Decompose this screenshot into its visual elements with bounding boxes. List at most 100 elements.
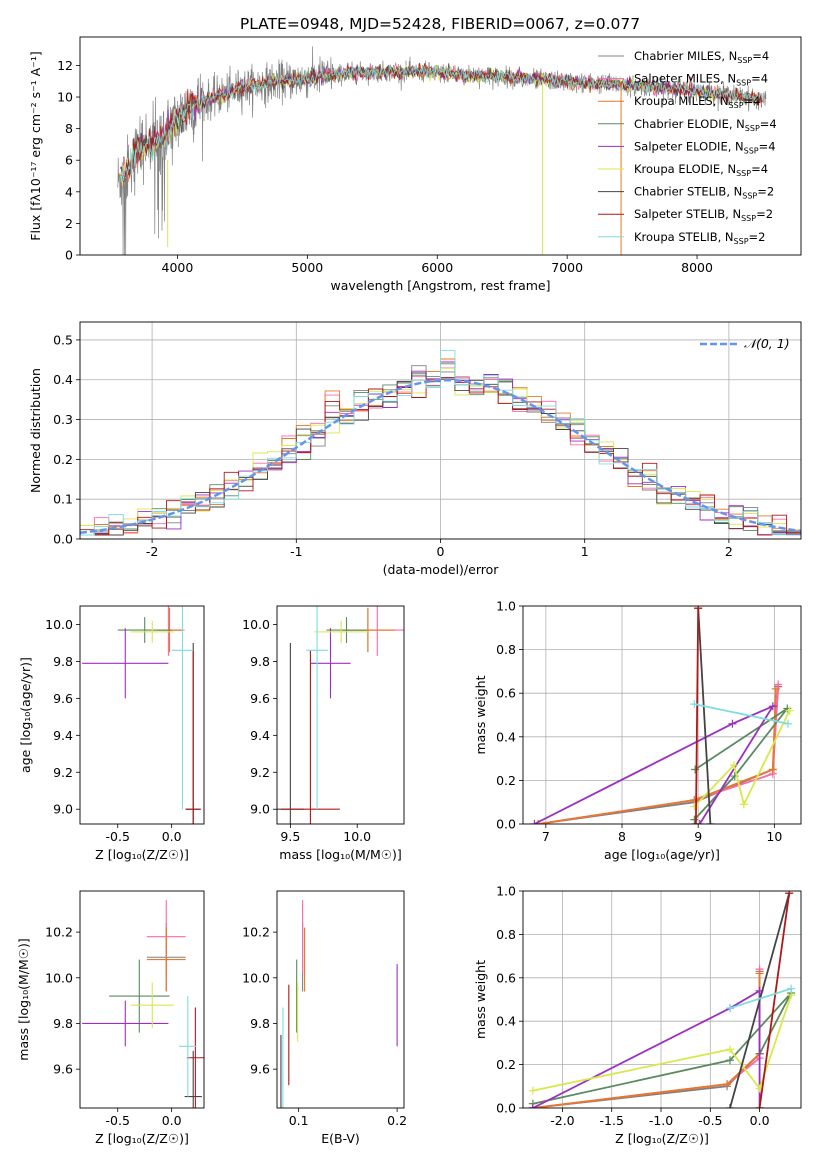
y-tick-label: 0.4	[53, 372, 73, 387]
y-tick-label: 0.5	[53, 332, 73, 347]
weight-marker	[694, 606, 703, 613]
y-tick-label: 9.8	[250, 1016, 270, 1031]
weight-marker	[755, 969, 764, 978]
weight-series-line	[532, 994, 792, 1092]
weight-series-line	[538, 688, 777, 824]
y-tick-label: 10	[57, 90, 73, 105]
weight-series-line	[729, 892, 791, 1108]
axes-age_weight: 7 8 9 10 0.0 0.2 0.4 0.6 0.8 1.0 age [log₁₀(age/yr…	[473, 599, 802, 862]
y-tick-label: 0	[65, 248, 73, 263]
x-tick-label: 9	[694, 829, 702, 844]
y-tick-label: 0.0	[53, 532, 73, 547]
axes-ebv_mass: 0.1 0.2 9.6 9.8 10.0 10.2 E(B-V)	[242, 890, 407, 1146]
weight-marker	[530, 820, 539, 824]
weight-marker	[787, 984, 796, 993]
x-tick-label: 7000	[551, 260, 583, 275]
y-tick-label: 0.4	[496, 1014, 516, 1029]
axes-frame	[79, 36, 802, 256]
x-tick-label: -2	[146, 544, 158, 559]
axes-mass_age: 9.5 10.0 9.0 9.2 9.4 9.6 9.8 10.0 mass [log₁₀(M/…	[242, 605, 405, 862]
axes-frame	[276, 890, 405, 1109]
y-tick-label: 9.6	[53, 691, 73, 706]
weight-series-line	[532, 971, 761, 1108]
plot-area	[80, 322, 801, 539]
y-tick-label: 9.0	[250, 802, 270, 817]
y-tick-label: 9.8	[250, 654, 270, 669]
x-tick-label: 7	[542, 829, 550, 844]
y-tick-label: 8	[65, 121, 73, 136]
weight-marker	[691, 820, 700, 824]
weight-marker	[528, 1086, 537, 1095]
plot-area	[523, 606, 801, 824]
y-tick-label: 9.4	[250, 728, 270, 743]
x-tick-label: 0.0	[162, 829, 182, 844]
y-tick-label: 9.8	[53, 1016, 73, 1031]
y-axis-label: Normed distribution	[28, 368, 43, 493]
axes-residual_hist: -2 -1 0 1 2 0.0 0.1 0.2 0.3 0.4 0.5 (data-model)/er…	[28, 321, 802, 577]
y-tick-label: 10.0	[45, 617, 73, 632]
x-axis-label: mass [log₁₀(M/M☉)]	[279, 847, 401, 862]
legend-entry-label: Salpeter ELODIE, NSSP=4	[634, 139, 776, 155]
legend-entry-label: Kroupa MILES, NSSP=4	[634, 94, 760, 110]
x-tick-label: -1	[290, 544, 302, 559]
y-tick-label: 6	[65, 153, 73, 168]
weight-marker	[771, 684, 780, 693]
spectrum-model-line	[119, 65, 762, 183]
y-tick-label: 0.6	[496, 970, 516, 985]
weight-marker	[706, 820, 715, 824]
y-tick-label: 12	[57, 58, 73, 73]
axes-frame	[522, 890, 802, 1109]
x-axis-label: wavelength [Angstrom, rest frame]	[330, 278, 550, 293]
x-axis-label: (data-model)/error	[383, 562, 500, 577]
legend-entry-label: Kroupa STELIB, NSSP=2	[634, 230, 765, 246]
weight-series-line	[695, 608, 700, 824]
legend-entry-label: 𝒩(0, 1)	[744, 336, 790, 351]
y-tick-label: 9.6	[53, 1062, 73, 1077]
axes-z_age: -0.5 0.0 9.0 9.2 9.4 9.6 9.8 10.0 Z [log₁₀(Z/Z☉)…	[18, 605, 205, 862]
weight-marker	[726, 1004, 735, 1013]
plot-area	[82, 900, 204, 1108]
weight-marker	[690, 802, 699, 811]
y-tick-label: 9.4	[53, 728, 73, 743]
weight-series-line	[758, 893, 791, 1108]
x-tick-label: 6000	[421, 260, 453, 275]
x-tick-label: 0.2	[387, 1113, 407, 1128]
plot-area	[280, 900, 398, 1108]
legend-entry-label: Chabrier ELODIE, NSSP=4	[634, 117, 777, 133]
y-tick-label: 1.0	[496, 599, 516, 614]
axes-z_weight: -2.0 -1.5 -1.0 -0.5 0.0 0.0 0.2 0.4 0.6 0.8 1.0 Z […	[473, 884, 802, 1146]
x-tick-label: 0.0	[162, 1113, 182, 1128]
weight-series-line	[532, 989, 761, 1108]
weight-marker	[695, 820, 704, 824]
y-tick-label: 0.6	[496, 686, 516, 701]
spectrum-model-line	[120, 62, 762, 182]
y-tick-label: 9.2	[250, 765, 270, 780]
weight-series-line	[693, 710, 791, 808]
legend-entry-label: Salpeter STELIB, NSSP=2	[634, 207, 773, 223]
x-tick-label: 2	[725, 544, 733, 559]
y-tick-label: 0.8	[496, 642, 516, 657]
weight-series-line	[729, 987, 792, 1010]
normal-curve	[80, 378, 801, 535]
axes-spectrum: 4000 5000 6000 7000 8000 0 2 4 6 8 10 12 wavelength …	[28, 36, 802, 293]
x-tick-label: -0.5	[106, 829, 130, 844]
weight-marker	[690, 700, 699, 709]
x-tick-label: 5000	[291, 260, 323, 275]
weight-marker	[739, 800, 748, 809]
figure-title: PLATE=0948, MJD=52428, FIBERID=0067, z=0…	[240, 15, 640, 33]
y-tick-label: 10.0	[45, 970, 73, 985]
y-tick-label: 10.2	[45, 925, 73, 940]
y-tick-label: 0.2	[496, 773, 516, 788]
legend-entry-label: Salpeter MILES, NSSP=4	[634, 72, 768, 88]
x-tick-label: 1	[581, 544, 589, 559]
x-tick-label: 0.1	[289, 1113, 309, 1128]
plot-area	[82, 606, 201, 824]
y-tick-label: 0.1	[53, 492, 73, 507]
y-tick-label: 10.0	[242, 970, 270, 985]
weight-marker	[728, 719, 737, 728]
y-axis-label: Flux [fλ10⁻¹⁷ erg cm⁻² s⁻¹ A⁻¹]	[28, 51, 43, 240]
spectrum-legend: Chabrier MILES, NSSP=4 Salpeter MILES, NS…	[598, 49, 777, 246]
y-tick-label: 9.6	[250, 691, 270, 706]
y-axis-label: mass weight	[473, 675, 488, 754]
plot-area	[277, 606, 404, 824]
